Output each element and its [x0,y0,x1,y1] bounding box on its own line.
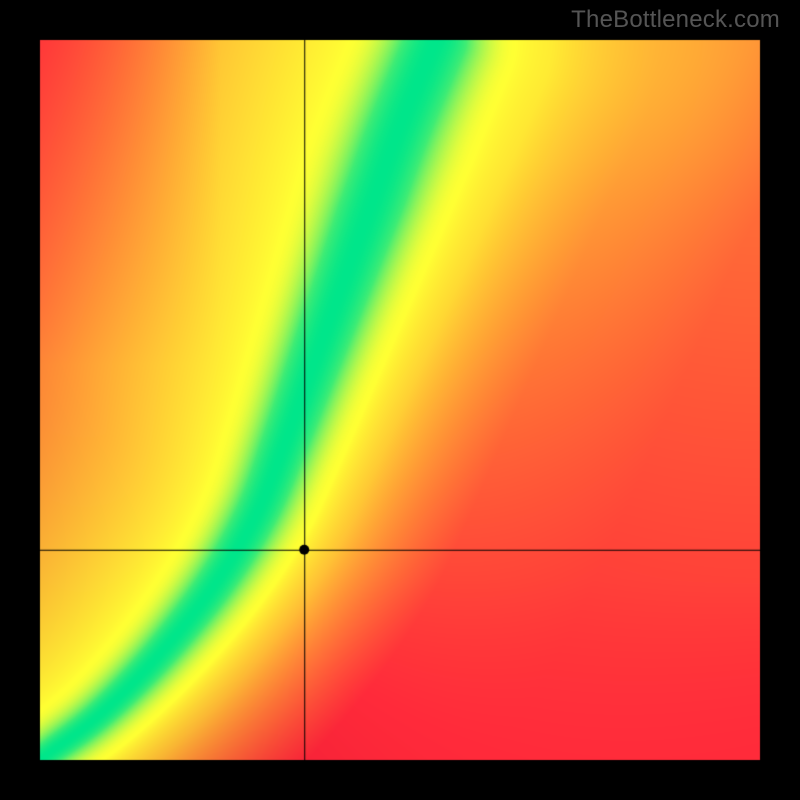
watermark-text: TheBottleneck.com [571,6,780,34]
chart-container: TheBottleneck.com [0,0,800,800]
heatmap-canvas [0,0,800,800]
